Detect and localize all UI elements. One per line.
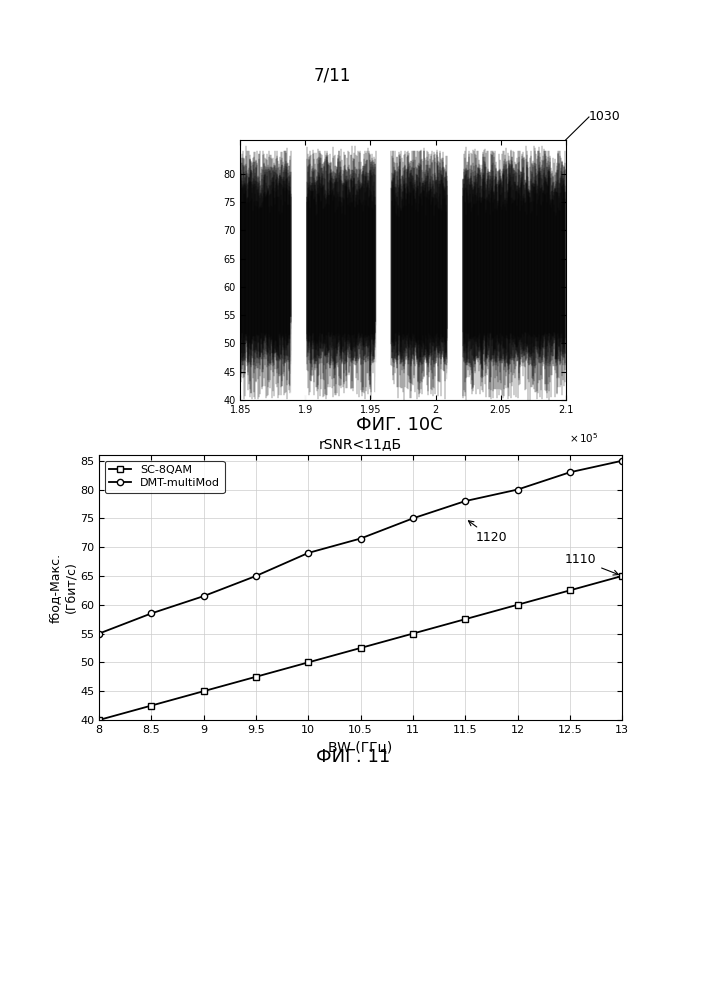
SC-8QAM — [252, 671, 260, 683]
Text: 1120: 1120 — [469, 521, 508, 544]
SC-8QAM — [513, 599, 522, 611]
DMT-multiMod — [199, 590, 208, 602]
Line: DMT-multiMod: DMT-multiMod — [96, 458, 625, 637]
Line: SC-8QAM: SC-8QAM — [96, 573, 625, 723]
SC-8QAM — [199, 685, 208, 697]
SC-8QAM — [461, 613, 469, 625]
DMT-multiMod — [304, 547, 312, 559]
DMT-multiMod — [356, 533, 365, 545]
SC-8QAM — [356, 642, 365, 654]
SC-8QAM — [618, 570, 626, 582]
DMT-multiMod — [252, 570, 260, 582]
DMT-multiMod — [513, 484, 522, 496]
DMT-multiMod — [147, 607, 156, 619]
DMT-multiMod — [566, 466, 574, 478]
Text: 7/11: 7/11 — [314, 66, 351, 84]
Legend: SC-8QAM, DMT-multiMod: SC-8QAM, DMT-multiMod — [105, 461, 225, 493]
Text: $\times\,10^5$: $\times\,10^5$ — [569, 431, 598, 445]
DMT-multiMod — [461, 495, 469, 507]
SC-8QAM — [566, 584, 574, 596]
DMT-multiMod — [409, 512, 417, 524]
SC-8QAM — [409, 628, 417, 640]
Title: rSNR<11дБ: rSNR<11дБ — [319, 437, 402, 451]
SC-8QAM — [95, 714, 103, 726]
SC-8QAM — [304, 656, 312, 668]
SC-8QAM — [147, 700, 156, 712]
DMT-multiMod — [95, 628, 103, 640]
Text: 1030: 1030 — [589, 110, 621, 123]
Y-axis label: fбод-Макс.
(Гбит/с): fбод-Макс. (Гбит/с) — [49, 552, 77, 623]
X-axis label: BW (ГГц): BW (ГГц) — [329, 740, 392, 754]
DMT-multiMod — [618, 455, 626, 467]
Text: ФИГ. 11: ФИГ. 11 — [316, 748, 391, 766]
Text: 1110: 1110 — [565, 553, 619, 575]
Text: ФИГ. 10C: ФИГ. 10C — [356, 416, 443, 434]
